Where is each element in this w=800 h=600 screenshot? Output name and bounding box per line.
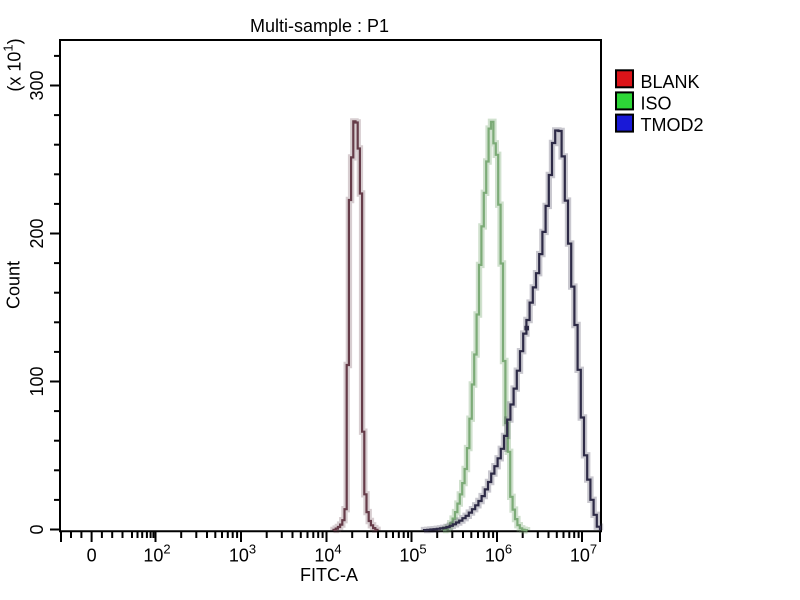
svg-text:100: 100 [27,366,47,396]
svg-text:0: 0 [87,546,97,566]
svg-text:FITC-A: FITC-A [300,565,358,585]
svg-text:ISO: ISO [641,94,672,114]
svg-text:BLANK: BLANK [641,72,700,92]
svg-text:300: 300 [27,70,47,100]
svg-text:0: 0 [27,524,47,534]
svg-text:200: 200 [27,218,47,248]
svg-text:Multi-sample : P1: Multi-sample : P1 [250,16,389,36]
svg-text:Count: Count [4,261,24,309]
svg-text:TMOD2: TMOD2 [641,115,704,135]
